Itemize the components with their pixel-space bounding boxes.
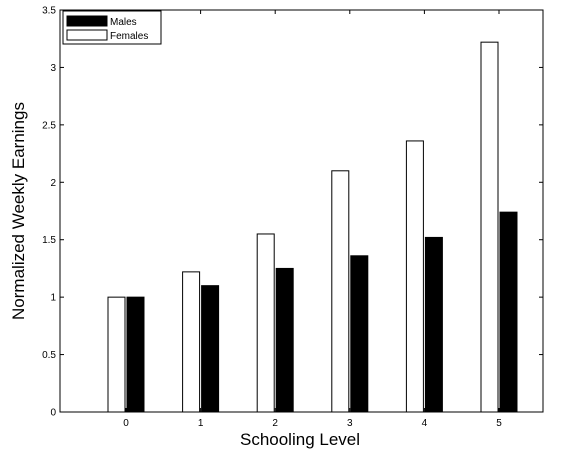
bar-females-5 [480,41,499,413]
legend-label-females: Females [110,31,148,42]
y-tick-label-5: 2.5 [42,120,56,131]
bar-females-3 [331,170,350,413]
legend-swatch-females [66,29,108,41]
bar-males-0 [126,296,145,413]
x-tick-label-1: 1 [198,418,204,429]
x-tick-label-4: 4 [422,418,428,429]
y-tick-label-2: 1 [50,293,56,304]
x-axis-label: Schooling Level [240,430,360,449]
y-axis-label: Normalized Weekly Earnings [9,102,28,320]
bar-males-1 [201,285,220,413]
x-tick-label-3: 3 [347,418,353,429]
legend-label-males: Males [110,17,137,28]
y-tick-label-6: 3 [50,63,56,74]
bar-males-3 [350,255,369,413]
ticks-group: 0 1 2 3 4 5 0 0.5 1 1.5 2 2.5 3 3.5 [42,6,543,429]
bar-females-4 [405,140,424,413]
x-tick-label-0: 0 [123,418,129,429]
bar-males-2 [275,267,294,413]
bar-males-4 [424,236,443,413]
y-tick-label-0: 0 [50,408,56,419]
legend-swatch-males [66,15,108,27]
bar-females-1 [182,271,201,413]
legend: Males Females [62,10,162,45]
x-tick-label-5: 5 [496,418,502,429]
x-tick-label-2: 2 [272,418,278,429]
bar-males-5 [499,211,518,413]
bar-females-0 [107,296,126,413]
y-tick-label-1: 0.5 [42,350,56,361]
y-tick-label-4: 2 [50,178,56,189]
bar-females-2 [256,233,275,413]
bars-group [107,41,518,413]
plot-area-frame [59,9,544,413]
y-tick-label-7: 3.5 [42,6,56,17]
y-tick-label-3: 1.5 [42,235,56,246]
